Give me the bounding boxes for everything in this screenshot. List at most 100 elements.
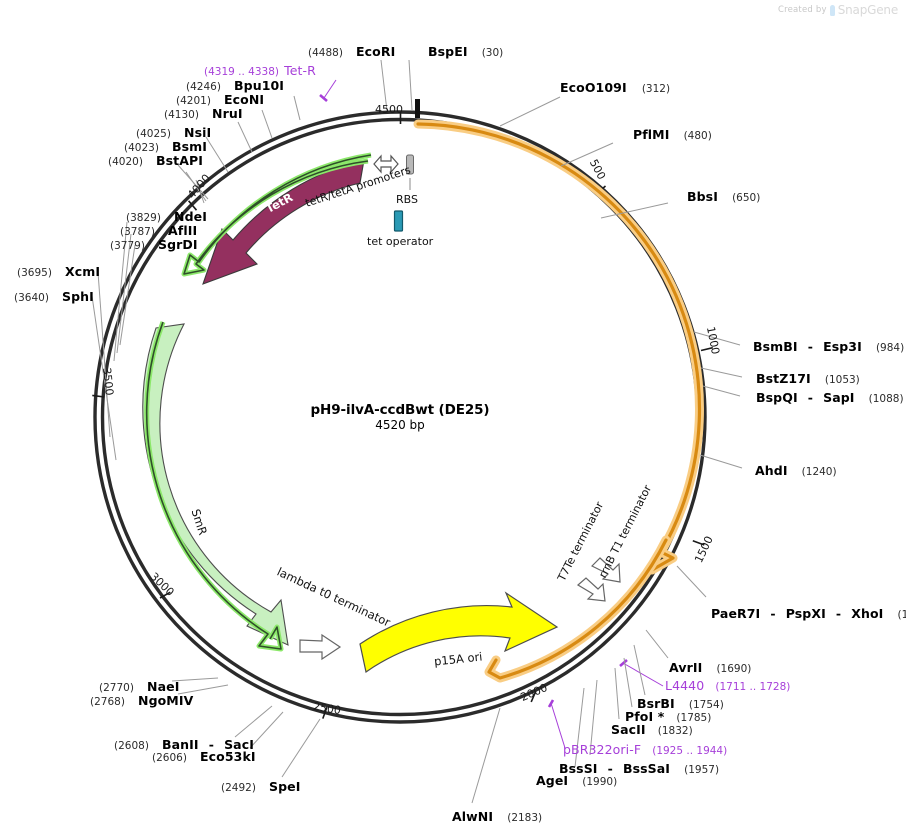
site-label-avrii[interactable]: AvrII (1690) — [669, 659, 751, 675]
feature-smr[interactable] — [142, 323, 289, 646]
primer-label-tet-r[interactable]: (4319 .. 4338) Tet-R — [204, 62, 316, 78]
site-name-banii: BanII — [162, 737, 199, 752]
site-name-esp3i: Esp3I — [823, 339, 862, 354]
site-label-ahdi[interactable]: AhdI (1240) — [755, 462, 837, 478]
feature-tet-operator[interactable] — [393, 210, 404, 232]
site-name-bsrbi: BsrBI — [637, 696, 675, 711]
site-label-pfoi[interactable]: PfoI * (1785) — [625, 708, 711, 724]
site-name-bspqi: BspQI — [756, 390, 798, 405]
site-pos-ahdi: (1240) — [801, 466, 837, 478]
feature-tetr-teta-promoters[interactable] — [373, 154, 399, 174]
site-pos-ndei: (3829) — [126, 212, 161, 224]
site-name-spei: SpeI — [269, 779, 301, 794]
feature-t7te-terminator[interactable] — [576, 577, 606, 602]
site-label-bbsi[interactable]: BbsI (650) — [687, 188, 760, 204]
site-label-sgrdi[interactable]: (3779) SgrDI — [110, 236, 198, 252]
site-label-bsssi[interactable]: BssSI - BssSaI (1957) — [559, 760, 719, 776]
site-name-saci: SacI — [224, 737, 254, 752]
site-label-bstapi[interactable]: (4020) BstAPI — [108, 152, 203, 168]
site-label-ndei[interactable]: (3829) NdeI — [126, 208, 207, 224]
site-pos-banii: (2608) — [114, 740, 149, 752]
site-pos-bsmbi: (984) — [875, 342, 905, 354]
site-label-banii[interactable]: (2608) BanII - SacI — [114, 736, 254, 752]
site-name-bsssai: BssSaI — [622, 761, 671, 776]
site-label-bstz17i[interactable]: BstZ17I (1053) — [756, 370, 860, 386]
primer-name-tet-r: Tet-R — [284, 63, 316, 78]
site-name-nsii: NsiI — [184, 125, 212, 140]
site-label-econi[interactable]: (4201) EcoNI — [176, 91, 264, 107]
site-pos-sphi: (3640) — [14, 292, 49, 304]
plasmid-title-block: pH9-ilvA-ccdBwt (DE25) 4520 bp — [280, 402, 520, 432]
site-label-sphi[interactable]: (3640) SphI — [14, 288, 94, 304]
site-label-xcmi[interactable]: (3695) XcmI — [17, 263, 100, 279]
site-label-aflii[interactable]: (3787) AflII — [120, 222, 197, 238]
site-pos-bsrbi: (1754) — [688, 699, 724, 711]
site-pos-bpu10i: (4246) — [186, 81, 221, 93]
site-pos-paer7i: (1546) — [897, 609, 906, 621]
site-label-bpu10i[interactable]: (4246) Bpu10I — [186, 77, 284, 93]
site-pos-bsmi: (4023) — [124, 142, 159, 154]
primer-range-tet-r: (4319 .. 4338) — [204, 66, 279, 78]
feature-rrnb-t1-terminator[interactable] — [590, 557, 621, 583]
site-name-pfoi: PfoI * — [625, 709, 665, 724]
site-name-ahdi: AhdI — [755, 463, 788, 478]
site-pos-xcmi: (3695) — [17, 267, 52, 279]
site-pos-nsii: (4025) — [136, 128, 171, 140]
site-pos-pfoi: (1785) — [676, 712, 712, 724]
site-label-paer7i[interactable]: PaeR7I - PspXI - XhoI (1546) — [711, 605, 906, 621]
site-label-nsii[interactable]: (4025) NsiI — [136, 124, 211, 140]
feature-tetr[interactable] — [202, 159, 365, 285]
site-label-naei[interactable]: (2770) NaeI — [99, 678, 179, 694]
feature-label-tet-operator: tet operator — [367, 235, 434, 248]
site-label-sacii[interactable]: SacII (1832) — [611, 721, 693, 737]
site-name-econi: EcoNI — [224, 92, 265, 107]
site-name-agei: AgeI — [536, 773, 569, 788]
site-label-bsmi[interactable]: (4023) BsmI — [124, 138, 207, 154]
site-name-sacii: SacII — [611, 722, 646, 737]
primer-label-pbr322ori-f[interactable]: pBR322ori-F (1925 .. 1944) — [563, 741, 727, 757]
site-name-bbsi: BbsI — [687, 189, 718, 204]
site-label-ngomiv[interactable]: (2768) NgoMIV — [90, 692, 193, 708]
site-label-bspei[interactable]: BspEI (30) — [428, 43, 503, 59]
site-label-nrui[interactable]: (4130) NruI — [164, 105, 243, 121]
site-separator-bspqi: - — [807, 390, 813, 405]
ruler-tick-4500: 4500 — [375, 103, 403, 116]
site-name-sapi: SapI — [823, 390, 855, 405]
feature-p15a-ori[interactable] — [359, 591, 559, 674]
primer-label-l4440[interactable]: L4440 (1711 .. 1728) — [665, 677, 790, 693]
site-label-pflmi[interactable]: PflMI (480) — [633, 126, 712, 142]
site-name-bstz17i: BstZ17I — [756, 371, 811, 386]
site-label-ecoo109i[interactable]: EcoO109I (312) — [560, 79, 670, 95]
snapgene-brand: Created by SnapGene — [778, 3, 898, 17]
site-label-alwni[interactable]: AlwNI (2183) — [452, 808, 542, 824]
site-name-bspei: BspEI — [428, 44, 468, 59]
site-label-eco53ki[interactable]: (2606) Eco53kI — [152, 748, 256, 764]
site-label-spei[interactable]: (2492) SpeI — [221, 778, 301, 794]
site-name-naei: NaeI — [147, 679, 180, 694]
site-separator-paer7i-1: - — [770, 606, 776, 621]
site-name-pspxi: PspXI — [785, 606, 826, 621]
site-label-ecori[interactable]: (4488) EcoRI — [308, 43, 395, 59]
site-pos-pflmi: (480) — [683, 130, 712, 142]
site-pos-bspqi: (1088) — [868, 393, 904, 405]
site-separator-bsmbi: - — [807, 339, 813, 354]
site-label-bspqi[interactable]: BspQI - SapI (1088) — [756, 389, 904, 405]
site-label-bsmbi[interactable]: BsmBI - Esp3I (984) — [753, 338, 904, 354]
feature-lambda-t0-terminator[interactable] — [299, 633, 342, 661]
site-name-pflmi: PflMI — [633, 127, 670, 142]
site-pos-ecoo109i: (312) — [641, 83, 671, 95]
site-label-bsrbi[interactable]: BsrBI (1754) — [637, 695, 724, 711]
plasmid-name: pH9-ilvA-ccdBwt (DE25) — [310, 402, 490, 418]
site-pos-nrui: (4130) — [164, 109, 199, 121]
site-pos-bsssi: (1957) — [684, 764, 720, 776]
site-pos-aflii: (3787) — [120, 226, 155, 238]
site-name-bsmi: BsmI — [172, 139, 208, 154]
brand-created-by: Created by — [777, 5, 827, 15]
site-label-agei[interactable]: AgeI (1990) — [536, 772, 617, 788]
feature-insert-arc-arrow[interactable] — [413, 119, 704, 683]
site-pos-bstapi: (4020) — [108, 156, 143, 168]
plasmid-size: 4520 bp — [375, 418, 425, 432]
feature-rbs[interactable] — [406, 154, 414, 190]
